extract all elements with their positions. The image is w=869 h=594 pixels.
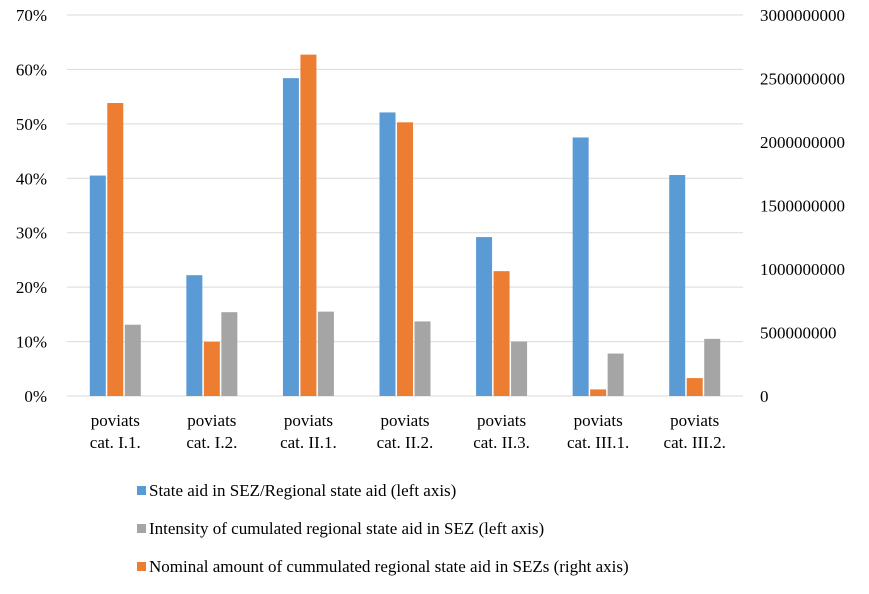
legend-swatch-intensity: [137, 524, 146, 533]
bar: [379, 112, 396, 397]
legend-swatch-nominal: [137, 562, 146, 571]
bar: [607, 353, 624, 396]
legend-item-intensity: Intensity of cumulated regional state ai…: [137, 518, 629, 540]
bar: [476, 237, 493, 396]
category-label: poviats: [670, 411, 719, 430]
x-axis: poviats cat. I.1. poviats cat. I.2. poviats c…: [90, 411, 726, 452]
right-axis: 0 500000000 1000000000 1500000000 2000000000…: [760, 6, 845, 406]
category-label: poviats: [380, 411, 429, 430]
right-tick-label: 500000000: [760, 324, 837, 343]
bar: [414, 321, 431, 396]
category-label: cat. I.1.: [90, 433, 141, 452]
right-tick-label: 2000000000: [760, 133, 845, 152]
bar: [221, 312, 238, 396]
legend-label-intensity: Intensity of cumulated regional state ai…: [149, 519, 545, 538]
category-label: cat. III.1.: [567, 433, 629, 452]
bar: [669, 175, 686, 396]
category-label: poviats: [574, 411, 623, 430]
bar: [493, 271, 510, 396]
category-label: cat. II.1.: [280, 433, 337, 452]
category-label: poviats: [187, 411, 236, 430]
category-label: cat. I.2.: [186, 433, 237, 452]
legend-item-share: State aid in SEZ/Regional state aid (lef…: [137, 480, 629, 502]
right-tick-label: 0: [760, 387, 769, 406]
left-tick-label: 20%: [16, 278, 47, 297]
category-label: poviats: [284, 411, 333, 430]
legend-label-nominal: Nominal amount of cummulated regional st…: [149, 557, 629, 576]
bar: [317, 311, 334, 396]
category-label: poviats: [91, 411, 140, 430]
category-label: poviats: [477, 411, 526, 430]
left-tick-label: 30%: [16, 224, 47, 243]
bars-group: [89, 54, 721, 397]
legend: State aid in SEZ/Regional state aid (lef…: [137, 480, 629, 594]
left-tick-label: 40%: [16, 169, 47, 188]
left-tick-label: 10%: [16, 333, 47, 352]
category-label: cat. II.2.: [377, 433, 434, 452]
right-tick-label: 3000000000: [760, 6, 845, 25]
bar: [186, 275, 203, 396]
left-tick-label: 70%: [16, 6, 47, 25]
bar: [397, 122, 413, 396]
right-tick-label: 1500000000: [760, 197, 845, 216]
bar: [590, 389, 607, 396]
legend-item-nominal: Nominal amount of cummulated regional st…: [137, 556, 629, 578]
right-tick-label: 2500000000: [760, 70, 845, 89]
bar: [300, 54, 317, 397]
left-axis: 0% 10% 20% 30% 40% 50% 60% 70%: [16, 6, 47, 406]
category-label: cat. III.2.: [664, 433, 726, 452]
bar: [107, 103, 124, 397]
legend-swatch-share: [137, 486, 146, 495]
bar-chart: 0% 10% 20% 30% 40% 50% 60% 70% 0 500000000 100000…: [16, 6, 845, 452]
category-label: cat. II.3.: [473, 433, 530, 452]
bar: [572, 137, 589, 396]
bar: [89, 175, 106, 396]
bar: [704, 338, 721, 396]
left-tick-label: 50%: [16, 115, 47, 134]
bar: [511, 341, 528, 396]
legend-label-share: State aid in SEZ/Regional state aid (lef…: [149, 481, 457, 500]
bar: [203, 341, 220, 396]
left-tick-label: 60%: [16, 60, 47, 79]
bar: [686, 378, 703, 396]
bar: [124, 324, 141, 396]
right-tick-label: 1000000000: [760, 260, 845, 279]
left-tick-label: 0%: [24, 387, 47, 406]
bar: [282, 78, 299, 396]
